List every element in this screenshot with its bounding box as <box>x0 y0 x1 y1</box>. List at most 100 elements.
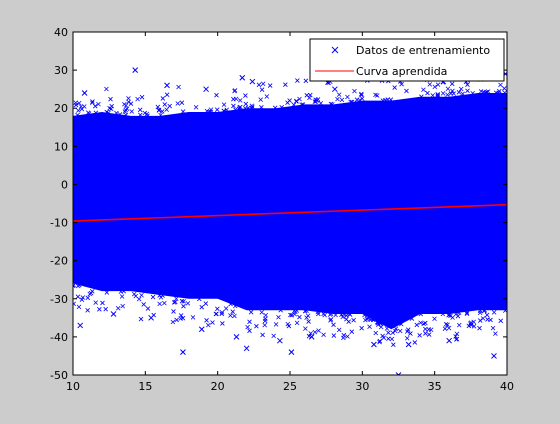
data-point <box>104 290 110 295</box>
data-point <box>145 306 151 311</box>
data-point <box>454 336 460 342</box>
data-point <box>96 101 101 107</box>
legend-box <box>309 38 505 82</box>
data-point-outlier <box>132 67 139 73</box>
data-point <box>318 100 324 106</box>
data-point <box>321 332 326 338</box>
data-point <box>335 96 340 102</box>
data-point <box>233 303 238 309</box>
data-point <box>264 94 270 99</box>
data-point <box>386 336 391 341</box>
data-point <box>78 104 84 109</box>
data-point <box>477 318 483 323</box>
data-point <box>141 302 147 307</box>
data-point <box>207 109 212 115</box>
data-point <box>133 293 139 299</box>
data-point <box>304 93 310 98</box>
data-point <box>139 94 145 100</box>
data-point <box>386 330 391 335</box>
data-point <box>279 105 285 110</box>
data-point <box>245 105 251 111</box>
data-point <box>190 315 196 320</box>
data-point <box>180 315 186 321</box>
data-point <box>210 320 215 325</box>
y-tick-label: 10 <box>54 140 68 153</box>
data-point <box>171 309 176 314</box>
data-point <box>450 88 455 94</box>
data-point <box>73 282 76 288</box>
data-point <box>295 78 300 83</box>
data-point-outlier <box>277 337 283 344</box>
data-point <box>137 107 143 113</box>
data-point <box>92 103 98 109</box>
data-point <box>223 306 229 311</box>
data-point <box>349 99 355 105</box>
data-point <box>328 101 334 107</box>
data-point <box>442 326 448 331</box>
data-point <box>412 340 418 345</box>
y-tick-label: -30 <box>50 293 68 306</box>
data-point <box>208 109 214 115</box>
data-point <box>348 99 354 105</box>
data-point <box>328 317 334 322</box>
data-point <box>374 319 380 325</box>
data-point <box>352 88 357 94</box>
y-tick-label: 20 <box>54 102 68 115</box>
data-point <box>493 331 498 336</box>
data-point <box>449 81 455 87</box>
data-point <box>199 304 205 310</box>
data-point <box>373 330 379 336</box>
data-point <box>326 80 331 86</box>
data-point <box>179 298 185 304</box>
data-point <box>283 82 288 87</box>
data-point <box>498 318 504 324</box>
data-point-outlier <box>446 337 452 344</box>
training-data-cloud <box>73 92 507 330</box>
data-point-outlier <box>288 349 295 355</box>
data-point <box>328 311 334 316</box>
data-point <box>440 311 446 317</box>
fit-layer <box>73 203 507 222</box>
data-point-outlier <box>110 311 117 317</box>
data-point <box>471 319 476 325</box>
data-point <box>162 300 167 306</box>
data-point <box>259 105 264 110</box>
data-point <box>232 88 238 93</box>
data-point <box>122 109 128 114</box>
data-point <box>299 102 304 108</box>
data-point <box>349 329 355 334</box>
data-point <box>204 318 209 323</box>
data-point <box>232 313 237 319</box>
data-point <box>260 81 266 87</box>
data-point <box>272 105 278 111</box>
data-point <box>103 306 108 312</box>
data-point <box>331 333 337 338</box>
data-point <box>228 301 233 307</box>
data-point <box>458 86 464 92</box>
data-point <box>471 324 477 329</box>
data-point <box>294 99 299 104</box>
data-point <box>145 113 150 119</box>
data-point <box>485 89 491 94</box>
data-point <box>466 323 472 329</box>
data-point <box>243 93 248 98</box>
legend-label-curve: Curva aprendida <box>356 65 447 78</box>
data-point <box>484 312 490 318</box>
data-point <box>414 322 420 328</box>
data-point <box>312 329 318 335</box>
data-point <box>75 112 80 118</box>
data-point <box>157 301 162 307</box>
data-point <box>122 101 127 107</box>
data-point <box>230 309 236 314</box>
data-point <box>174 317 179 323</box>
data-point-outlier <box>233 334 240 340</box>
data-point <box>260 332 265 338</box>
y-tick-label: -20 <box>50 255 68 268</box>
data-point <box>259 87 265 93</box>
data-point <box>409 316 415 321</box>
data-point <box>75 294 81 299</box>
data-point <box>368 317 374 323</box>
data-point <box>435 94 441 99</box>
data-point <box>247 319 252 325</box>
